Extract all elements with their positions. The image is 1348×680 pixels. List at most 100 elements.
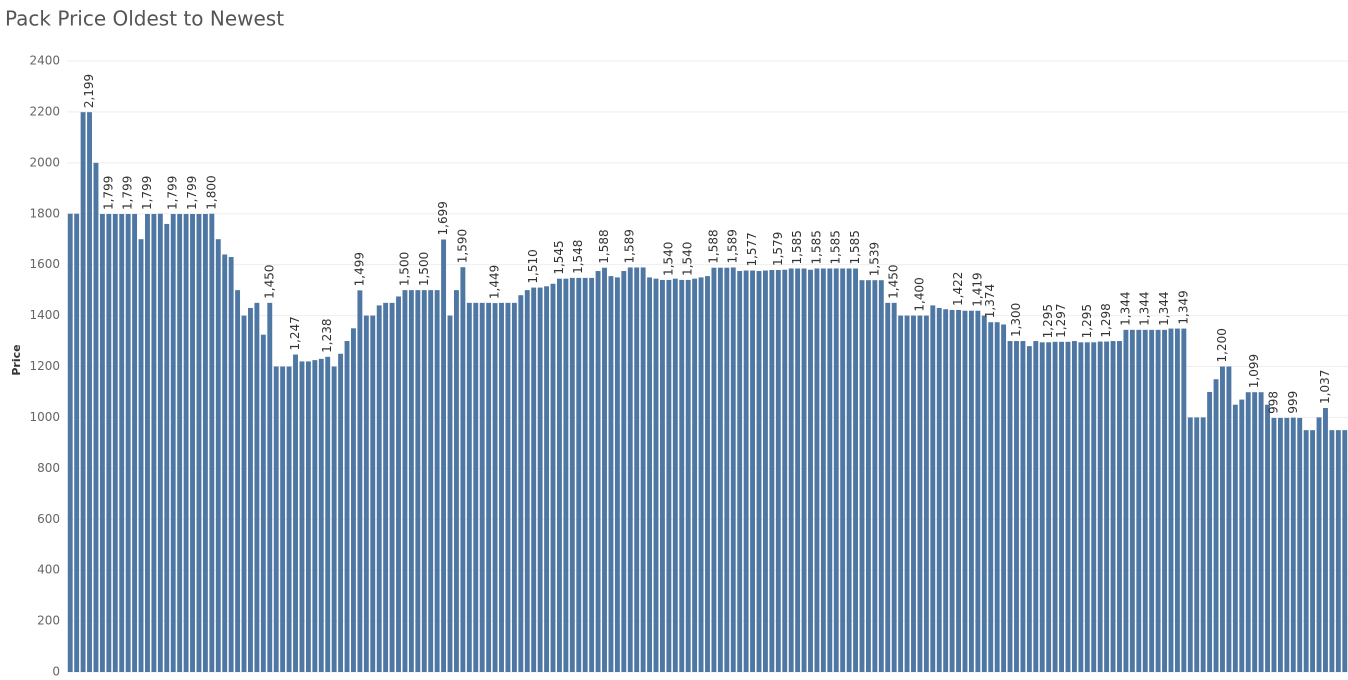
bar — [138, 239, 144, 673]
bar — [518, 295, 524, 672]
value-label: 1,799 — [140, 176, 154, 210]
value-label: 1,037 — [1318, 370, 1332, 404]
bar — [1245, 392, 1251, 672]
bar — [222, 254, 228, 672]
bar — [936, 307, 942, 672]
bar — [872, 280, 878, 672]
bar — [814, 268, 820, 672]
bar — [1335, 430, 1341, 672]
y-tick-label: 1600 — [29, 257, 60, 271]
y-tick-label: 1200 — [29, 359, 60, 373]
bar — [396, 296, 401, 672]
value-label: 999 — [1286, 391, 1300, 414]
bar — [1303, 430, 1309, 672]
bar — [556, 278, 562, 672]
y-tick-label: 200 — [37, 614, 60, 628]
bar — [1007, 341, 1013, 672]
bar — [968, 310, 974, 672]
bar — [1136, 329, 1142, 672]
bar — [1239, 399, 1245, 672]
value-label: 1,449 — [488, 265, 502, 299]
bar — [99, 214, 105, 672]
bar — [299, 361, 305, 672]
bar — [1323, 407, 1328, 672]
bar — [692, 278, 698, 672]
bar — [840, 268, 846, 672]
value-label: 1,297 — [1054, 303, 1068, 337]
bar — [904, 315, 910, 672]
bar — [196, 214, 202, 672]
bar — [1149, 329, 1155, 672]
bar — [705, 276, 710, 672]
bar — [602, 267, 607, 672]
bar — [473, 302, 479, 672]
bar — [248, 307, 253, 672]
bar — [750, 270, 756, 672]
bar — [331, 366, 337, 672]
value-label: 1,374 — [983, 284, 997, 318]
bar — [930, 305, 936, 672]
bar — [820, 268, 826, 672]
bar — [351, 328, 356, 672]
value-label: 1,349 — [1176, 290, 1190, 324]
bar — [1194, 417, 1200, 672]
value-label: 1,799 — [185, 176, 199, 210]
bar — [228, 257, 234, 672]
y-tick-label: 600 — [37, 512, 60, 526]
value-label: 1,589 — [726, 229, 740, 263]
bar — [202, 214, 208, 672]
bar — [724, 267, 730, 672]
bar — [428, 290, 434, 672]
value-label: 1,589 — [623, 229, 637, 263]
bar — [788, 268, 794, 672]
y-tick-label: 800 — [37, 461, 60, 475]
bar — [434, 290, 440, 672]
bar — [582, 277, 588, 672]
bar — [1162, 329, 1167, 672]
value-label: 1,450 — [262, 264, 276, 298]
bar — [878, 280, 884, 672]
bar — [595, 271, 601, 672]
bar — [846, 268, 852, 672]
bar — [544, 286, 550, 672]
bar — [1084, 342, 1090, 672]
value-label: 1,500 — [397, 252, 411, 286]
bar — [1290, 417, 1296, 672]
value-label: 1,499 — [352, 252, 366, 286]
bar — [608, 276, 614, 672]
bar — [441, 239, 447, 672]
bar — [698, 277, 704, 672]
value-label: 1,540 — [661, 242, 675, 276]
bar — [1252, 392, 1258, 672]
bar — [1001, 324, 1007, 672]
bar — [383, 302, 389, 672]
bar — [338, 353, 344, 672]
bar — [363, 315, 369, 672]
bar — [190, 214, 195, 672]
value-label: 1,300 — [1009, 303, 1023, 337]
bar — [312, 360, 318, 672]
value-label: 1,099 — [1247, 354, 1261, 388]
bar — [614, 277, 620, 672]
bar — [93, 162, 99, 673]
bar — [145, 214, 150, 672]
bar — [981, 315, 987, 672]
bar — [853, 268, 859, 672]
bar — [376, 305, 382, 672]
bar — [1129, 329, 1135, 672]
bar — [511, 302, 517, 672]
bar — [1142, 329, 1148, 672]
bar — [685, 279, 691, 672]
bar — [106, 214, 112, 672]
bar — [1271, 417, 1277, 672]
bar — [621, 271, 627, 672]
bar — [1033, 341, 1039, 672]
bar — [962, 310, 968, 672]
bar — [659, 279, 665, 672]
bar — [1277, 417, 1283, 672]
bar — [119, 214, 125, 672]
bar — [550, 283, 556, 672]
value-label: 1,590 — [455, 229, 469, 263]
value-label: 1,588 — [597, 229, 611, 263]
